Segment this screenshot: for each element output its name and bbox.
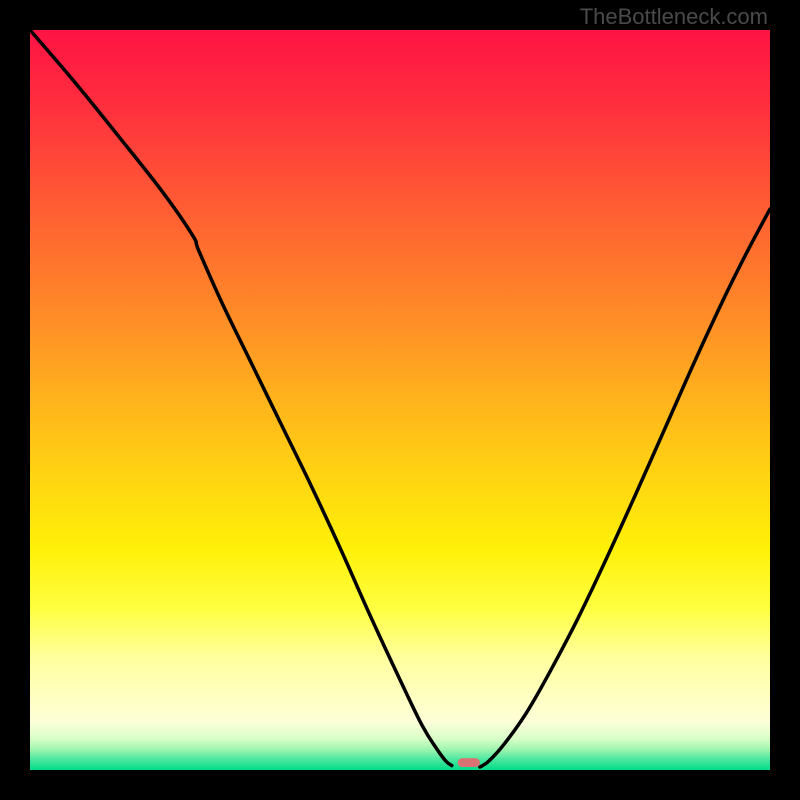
bottleneck-chart	[0, 0, 800, 800]
chart-background	[30, 30, 770, 770]
optimal-marker	[458, 758, 480, 767]
chart-container: TheBottleneck.com	[0, 0, 800, 800]
watermark-text: TheBottleneck.com	[580, 4, 768, 30]
